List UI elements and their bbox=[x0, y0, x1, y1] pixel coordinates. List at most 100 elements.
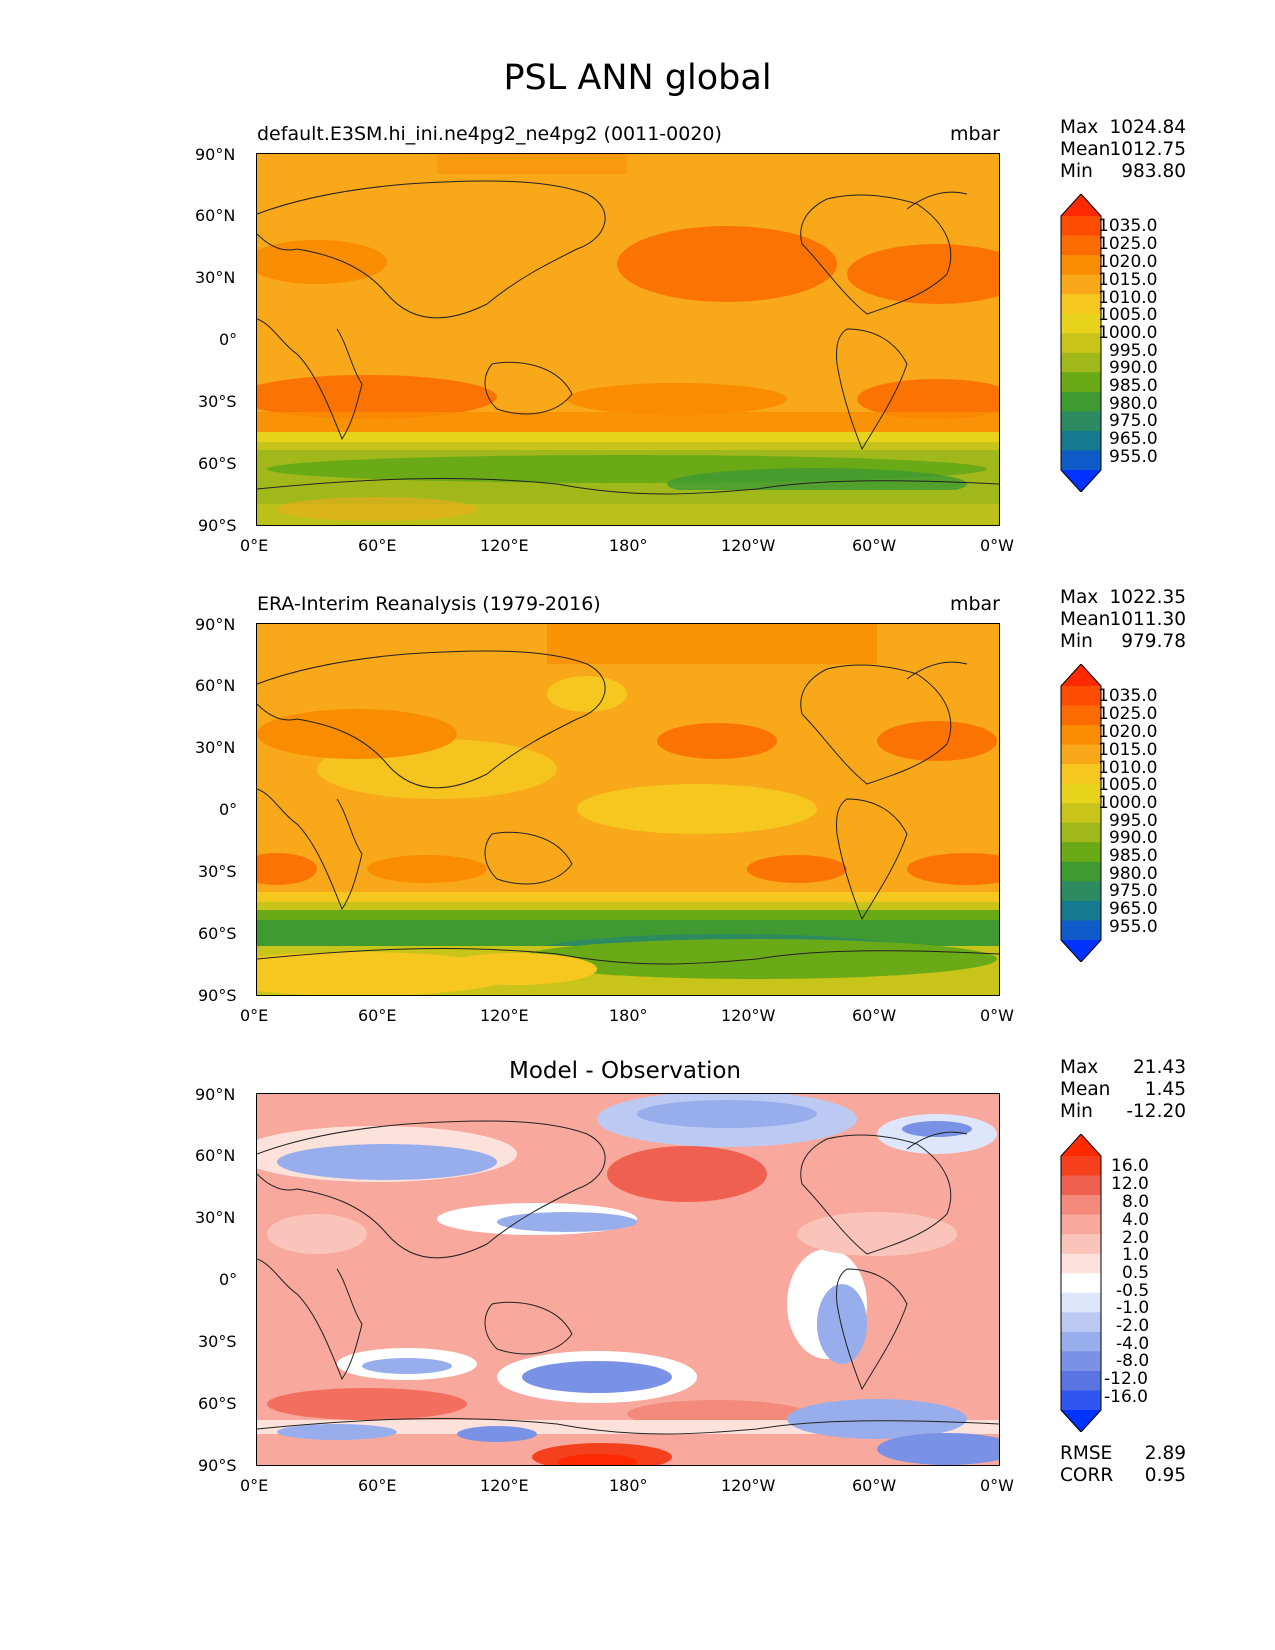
p1-xtick-120w: 120°W bbox=[721, 536, 776, 555]
colorbar-segment bbox=[1061, 842, 1101, 863]
p3-corr-label: CORR bbox=[1060, 1465, 1114, 1486]
colorbar-segment bbox=[1061, 313, 1101, 334]
p3-colorbar bbox=[1060, 1134, 1102, 1432]
p2-cb-label: 965.0 bbox=[1109, 899, 1158, 919]
p3-cb-label: 16.0 bbox=[1111, 1156, 1149, 1176]
p2-xtick-180: 180° bbox=[609, 1006, 648, 1025]
p2-xtick-60e: 60°E bbox=[358, 1006, 397, 1025]
p3-cb-label: -0.5 bbox=[1116, 1281, 1150, 1301]
p3-max-value: 21.43 bbox=[1133, 1057, 1186, 1078]
colorbar-segment bbox=[1061, 352, 1101, 373]
p1-xtick-60w: 60°W bbox=[852, 536, 897, 555]
p2-cb-label: 975.0 bbox=[1109, 881, 1158, 901]
panel-1-map bbox=[256, 153, 1000, 526]
colorbar-segment bbox=[1061, 235, 1101, 256]
p2-xtick-0e: 0°E bbox=[240, 1006, 269, 1025]
p1-cb-label: 955.0 bbox=[1109, 447, 1158, 467]
p3-cb-label: 8.0 bbox=[1122, 1192, 1150, 1212]
colorbar-segment bbox=[1061, 764, 1101, 785]
p2-xtick-0w: 0°W bbox=[980, 1006, 1014, 1025]
p3-ytick-90s: 90°S bbox=[198, 1456, 237, 1475]
colorbar-segment bbox=[1061, 391, 1101, 412]
p3-ytick-0: 0° bbox=[219, 1270, 238, 1289]
p2-cb-label: 955.0 bbox=[1109, 917, 1158, 937]
colorbar-segment bbox=[1061, 1175, 1101, 1196]
p1-cb-label: 995.0 bbox=[1109, 341, 1158, 361]
p1-xtick-120e: 120°E bbox=[480, 536, 529, 555]
p2-ytick-0: 0° bbox=[219, 800, 238, 819]
colorbar-segment bbox=[1061, 1292, 1101, 1313]
p3-ytick-60s: 60°S bbox=[198, 1394, 237, 1413]
p1-ytick-30s: 30°S bbox=[198, 392, 237, 411]
colorbar-extend-bottom bbox=[1061, 1410, 1101, 1432]
p2-cb-label: 1020.0 bbox=[1098, 722, 1158, 742]
p1-xtick-0w: 0°W bbox=[980, 536, 1014, 555]
p3-xtick-120w: 120°W bbox=[721, 1476, 776, 1495]
panel-2-title: ERA-Interim Reanalysis (1979-2016) bbox=[257, 593, 601, 615]
p2-max-value: 1022.35 bbox=[1109, 587, 1186, 608]
panel-3-title: Model - Observation bbox=[508, 1058, 742, 1084]
p1-xtick-60e: 60°E bbox=[358, 536, 397, 555]
p1-min-value: 983.80 bbox=[1121, 161, 1186, 182]
p2-cb-label: 980.0 bbox=[1109, 864, 1158, 884]
p2-cb-label: 985.0 bbox=[1109, 846, 1158, 866]
p3-ytick-90n: 90°N bbox=[195, 1085, 236, 1104]
colorbar-segment bbox=[1061, 705, 1101, 726]
p3-corr-value: 0.95 bbox=[1144, 1465, 1186, 1486]
colorbar-segment bbox=[1061, 411, 1101, 432]
colorbar-segment bbox=[1061, 1370, 1101, 1391]
p1-xtick-0e: 0°E bbox=[240, 536, 269, 555]
p1-cb-label: 1000.0 bbox=[1098, 323, 1158, 343]
colorbar-segment bbox=[1061, 294, 1101, 315]
panel-1-title: default.E3SM.hi_ini.ne4pg2_ne4pg2 (0011-… bbox=[257, 123, 722, 145]
p2-mean-value: 1011.30 bbox=[1109, 609, 1186, 630]
colorbar-segment bbox=[1061, 783, 1101, 804]
p3-cb-label: -16.0 bbox=[1104, 1387, 1148, 1407]
p1-ytick-30n: 30°N bbox=[195, 268, 236, 287]
p3-xtick-60w: 60°W bbox=[852, 1476, 897, 1495]
colorbar-segment bbox=[1061, 1331, 1101, 1352]
p2-cb-label: 1025.0 bbox=[1098, 704, 1158, 724]
p3-rmse-value: 2.89 bbox=[1144, 1443, 1186, 1464]
colorbar-extend-top bbox=[1061, 664, 1101, 686]
colorbar-segment bbox=[1061, 1156, 1101, 1177]
p3-ytick-30s: 30°S bbox=[198, 1332, 237, 1351]
p1-cb-label: 1005.0 bbox=[1098, 305, 1158, 325]
colorbar-segment bbox=[1061, 1312, 1101, 1333]
colorbar-segment bbox=[1061, 1390, 1101, 1411]
p1-cb-label: 985.0 bbox=[1109, 376, 1158, 396]
colorbar-segment bbox=[1061, 1234, 1101, 1255]
p2-xtick-120e: 120°E bbox=[480, 1006, 529, 1025]
p2-min-label: Min bbox=[1060, 631, 1093, 652]
panel-2-units: mbar bbox=[949, 593, 1000, 615]
colorbar-outline bbox=[1060, 664, 1102, 962]
p3-cb-label: 4.0 bbox=[1122, 1210, 1150, 1230]
p3-cb-label: 12.0 bbox=[1111, 1174, 1149, 1194]
p3-max-label: Max bbox=[1060, 1057, 1099, 1078]
p3-xtick-180: 180° bbox=[609, 1476, 648, 1495]
panel-2-map bbox=[256, 623, 1000, 996]
p2-xtick-120w: 120°W bbox=[721, 1006, 776, 1025]
colorbar-segment bbox=[1061, 1214, 1101, 1235]
p3-min-label: Min bbox=[1060, 1101, 1093, 1122]
p2-cb-label: 1000.0 bbox=[1098, 793, 1158, 813]
p2-min-value: 979.78 bbox=[1121, 631, 1186, 652]
colorbar-outline bbox=[1060, 194, 1102, 492]
colorbar-segment bbox=[1061, 372, 1101, 393]
p1-ytick-60s: 60°S bbox=[198, 454, 237, 473]
p1-mean-label: Mean bbox=[1060, 139, 1111, 160]
colorbar-segment bbox=[1061, 822, 1101, 843]
p2-ytick-30n: 30°N bbox=[195, 738, 236, 757]
p3-mean-label: Mean bbox=[1060, 1079, 1111, 1100]
p2-ytick-30s: 30°S bbox=[198, 862, 237, 881]
p1-max-label: Max bbox=[1060, 117, 1099, 138]
p1-cb-label: 1025.0 bbox=[1098, 234, 1158, 254]
colorbar-segment bbox=[1061, 430, 1101, 451]
panel-1-units: mbar bbox=[949, 123, 1000, 145]
p1-cb-label: 980.0 bbox=[1109, 394, 1158, 414]
p1-ytick-90s: 90°S bbox=[198, 516, 237, 535]
p2-cb-label: 1010.0 bbox=[1098, 758, 1158, 778]
p2-ytick-60n: 60°N bbox=[195, 676, 236, 695]
p1-colorbar bbox=[1060, 194, 1102, 492]
colorbar-extend-top bbox=[1061, 194, 1101, 216]
